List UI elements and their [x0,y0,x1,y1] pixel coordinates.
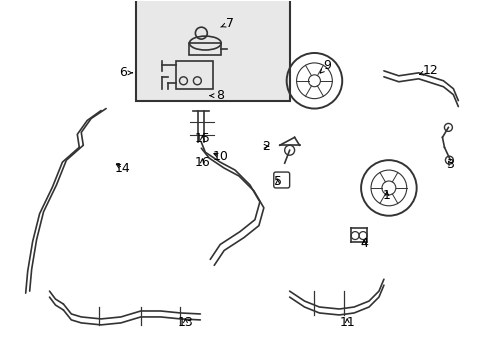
Text: 1: 1 [382,189,390,202]
Text: 12: 12 [419,64,438,77]
Text: 10: 10 [212,150,228,163]
Text: 3: 3 [446,158,453,171]
Text: 13: 13 [177,316,193,329]
Text: 15: 15 [194,132,210,145]
Text: 11: 11 [339,316,354,329]
Text: 16: 16 [194,156,210,168]
Text: 8: 8 [210,89,224,102]
Text: 4: 4 [359,237,367,250]
Text: 7: 7 [220,17,234,30]
Text: 9: 9 [320,59,330,73]
FancyBboxPatch shape [136,0,289,100]
Text: 14: 14 [115,162,131,175]
Text: 5: 5 [273,175,281,189]
Text: 6: 6 [119,66,132,79]
Text: 2: 2 [262,140,269,153]
